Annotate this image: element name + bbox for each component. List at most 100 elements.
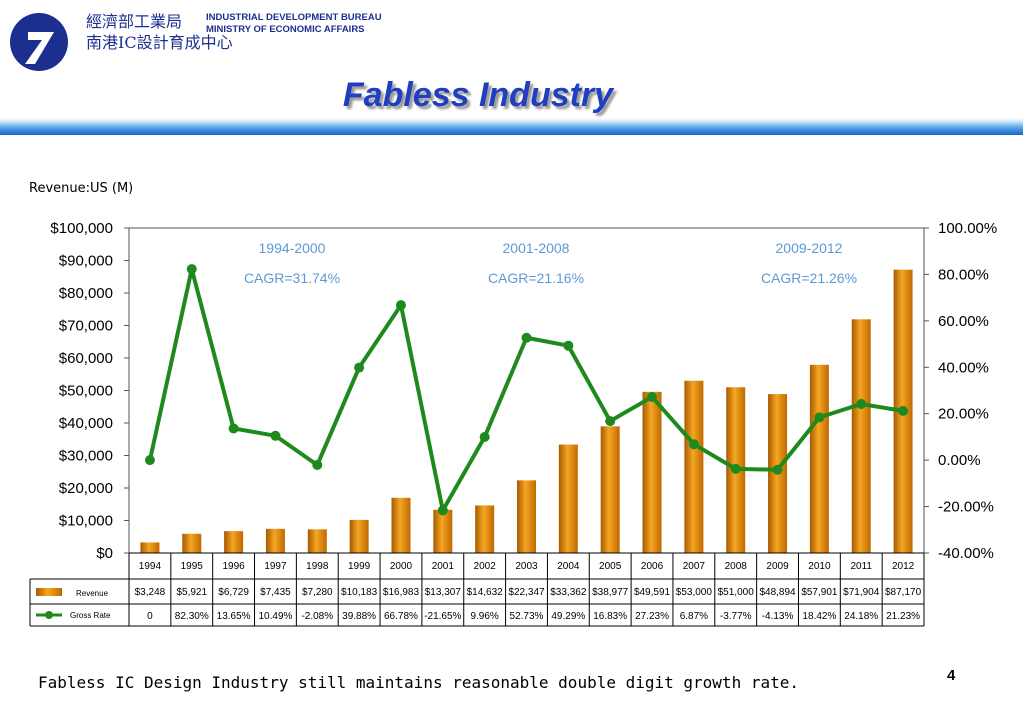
year-label: 1994 bbox=[139, 561, 162, 572]
left-axis-label: $20,000 bbox=[59, 480, 113, 497]
cagr-value-label: CAGR=31.74% bbox=[244, 270, 340, 286]
idb-logo-icon bbox=[10, 13, 68, 71]
gross-rate-point bbox=[270, 430, 281, 441]
left-axis-label: $70,000 bbox=[59, 318, 113, 335]
cagr-period-label: 1994-2000 bbox=[259, 240, 326, 256]
gross-rate-point bbox=[563, 340, 574, 351]
revenue-bar bbox=[851, 319, 871, 553]
organization-name-chinese: 經濟部工業局 南港IC設計育成中心 bbox=[86, 11, 233, 53]
gross-rate-cell: 52.73% bbox=[510, 611, 544, 622]
gross-rate-cell: 66.78% bbox=[384, 611, 418, 622]
revenue-cell: $5,921 bbox=[176, 587, 207, 598]
right-axis-label: -20.00% bbox=[938, 499, 994, 516]
gross-rate-point bbox=[186, 264, 197, 275]
org-zh-line2: 南港IC設計育成中心 bbox=[86, 33, 233, 52]
gross-rate-legend-label: Gross Rate bbox=[70, 611, 111, 620]
gross-rate-cell: -21.65% bbox=[424, 611, 461, 622]
left-axis-label: $60,000 bbox=[59, 350, 113, 367]
page-title: Fabless Industry bbox=[342, 76, 614, 114]
left-axis-label: $30,000 bbox=[59, 448, 113, 465]
year-label: 2002 bbox=[474, 561, 497, 572]
gross-rate-point bbox=[856, 399, 867, 410]
gross-rate-point bbox=[521, 332, 532, 343]
gross-rate-cell: 21.23% bbox=[886, 611, 920, 622]
gross-rate-point bbox=[688, 439, 699, 450]
cagr-period-label: 2001-2008 bbox=[503, 240, 570, 256]
gross-rate-point bbox=[898, 405, 909, 416]
year-label: 1999 bbox=[348, 561, 371, 572]
revenue-bar bbox=[349, 519, 369, 553]
gross-rate-point bbox=[772, 464, 783, 475]
revenue-bar bbox=[809, 364, 829, 553]
revenue-bar bbox=[684, 380, 704, 553]
year-label: 1995 bbox=[181, 561, 204, 572]
left-axis-label: $50,000 bbox=[59, 383, 113, 400]
revenue-cell: $33,362 bbox=[550, 587, 587, 598]
revenue-cell: $7,280 bbox=[302, 587, 333, 598]
revenue-bar bbox=[600, 426, 620, 553]
gross-rate-cell: 0 bbox=[147, 611, 153, 622]
revenue-cell: $48,894 bbox=[759, 587, 796, 598]
right-axis-label: 40.00% bbox=[938, 359, 989, 376]
revenue-cell: $6,729 bbox=[218, 587, 249, 598]
revenue-cell: $7,435 bbox=[260, 587, 291, 598]
revenue-legend-label: Revenue bbox=[76, 589, 109, 598]
gross-rate-cell: 82.30% bbox=[175, 611, 209, 622]
revenue-bar bbox=[265, 528, 285, 553]
org-en-line2: MINISTRY OF ECONOMIC AFFAIRS bbox=[206, 24, 365, 35]
year-label: 2000 bbox=[390, 561, 413, 572]
gross-rate-point bbox=[144, 455, 155, 466]
footnote: Fabless IC Design Industry still maintai… bbox=[38, 673, 799, 692]
gross-rate-cell: 13.65% bbox=[217, 611, 251, 622]
header: 經濟部工業局 南港IC設計育成中心 INDUSTRIAL DEVELOPMENT… bbox=[0, 0, 1023, 140]
revenue-bar bbox=[307, 529, 327, 553]
left-axis-label: $100,000 bbox=[50, 220, 113, 237]
left-axis-label: $80,000 bbox=[59, 285, 113, 302]
revenue-legend-swatch bbox=[36, 588, 62, 596]
left-axis-label: $10,000 bbox=[59, 513, 113, 530]
year-label: 1998 bbox=[306, 561, 329, 572]
gross-rate-cell: 9.96% bbox=[470, 611, 498, 622]
org-zh-line1: 經濟部工業局 bbox=[86, 12, 183, 31]
right-axis-label: 60.00% bbox=[938, 313, 989, 330]
revenue-bar bbox=[182, 533, 202, 553]
revenue-cell: $3,248 bbox=[135, 587, 166, 598]
cagr-period-label: 2009-2012 bbox=[776, 240, 843, 256]
revenue-cell: $22,347 bbox=[508, 587, 545, 598]
gross-rate-cell: 6.87% bbox=[680, 611, 708, 622]
year-label: 1997 bbox=[264, 561, 287, 572]
organization-name-english: INDUSTRIAL DEVELOPMENT BUREAU MINISTRY O… bbox=[206, 12, 382, 36]
revenue-cell: $87,170 bbox=[885, 587, 922, 598]
gross-rate-point bbox=[647, 391, 658, 402]
gross-rate-cell: 10.49% bbox=[258, 611, 292, 622]
revenue-cell: $38,977 bbox=[592, 587, 629, 598]
revenue-cell: $13,307 bbox=[425, 587, 462, 598]
gross-rate-cell: 16.83% bbox=[593, 611, 627, 622]
left-axis-label: $40,000 bbox=[59, 415, 113, 432]
cagr-value-label: CAGR=21.26% bbox=[761, 270, 857, 286]
year-label: 2004 bbox=[557, 561, 580, 572]
org-en-line1: INDUSTRIAL DEVELOPMENT BUREAU bbox=[206, 12, 382, 23]
year-label: 1996 bbox=[222, 561, 245, 572]
gross-rate-line bbox=[147, 267, 904, 513]
year-label: 2012 bbox=[892, 561, 915, 572]
year-label: 2010 bbox=[808, 561, 831, 572]
revenue-bar bbox=[517, 480, 536, 553]
gross-rate-cell: -3.77% bbox=[720, 611, 752, 622]
gross-rate-point bbox=[228, 423, 239, 434]
revenue-cell: $49,591 bbox=[634, 587, 671, 598]
revenue-cell: $51,000 bbox=[718, 587, 755, 598]
gross-rate-cell: 24.18% bbox=[844, 611, 878, 622]
gross-rate-point bbox=[395, 300, 406, 311]
revenue-bar bbox=[558, 444, 578, 553]
year-label: 2003 bbox=[515, 561, 538, 572]
gross-rate-cell: -4.13% bbox=[762, 611, 794, 622]
cagr-value-label: CAGR=21.16% bbox=[488, 270, 584, 286]
revenue-cell: $71,904 bbox=[843, 587, 880, 598]
revenue-chart: $100,000 $90,000 $80,000 $70,000 $60,000 $50,… bbox=[29, 220, 997, 627]
gross-rate-point bbox=[437, 505, 448, 516]
year-label: 2001 bbox=[432, 561, 455, 572]
revenue-bar bbox=[642, 391, 662, 553]
revenue-cell: $10,183 bbox=[341, 587, 378, 598]
gross-rate-point bbox=[312, 459, 323, 470]
